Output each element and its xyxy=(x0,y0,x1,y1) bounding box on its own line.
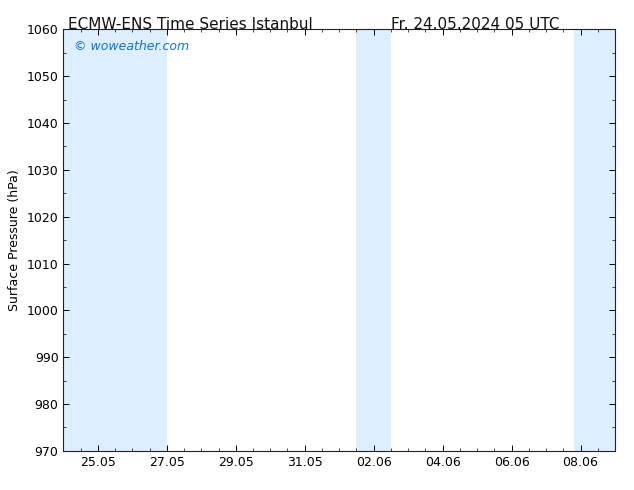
Bar xyxy=(63,29,167,451)
Bar xyxy=(356,29,391,451)
Text: ECMW-ENS Time Series Istanbul: ECMW-ENS Time Series Istanbul xyxy=(68,17,313,32)
Text: Fr. 24.05.2024 05 UTC: Fr. 24.05.2024 05 UTC xyxy=(391,17,560,32)
Y-axis label: Surface Pressure (hPa): Surface Pressure (hPa) xyxy=(8,169,21,311)
Bar xyxy=(574,29,615,451)
Text: © woweather.com: © woweather.com xyxy=(74,40,190,53)
